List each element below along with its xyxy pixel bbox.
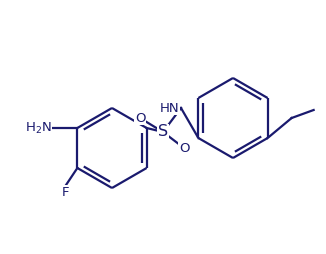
Text: H$_2$N: H$_2$N <box>24 120 52 136</box>
Text: O: O <box>135 112 145 124</box>
Text: S: S <box>158 124 168 139</box>
Text: HN: HN <box>159 102 179 115</box>
Text: O: O <box>179 141 189 154</box>
Text: F: F <box>62 185 69 198</box>
